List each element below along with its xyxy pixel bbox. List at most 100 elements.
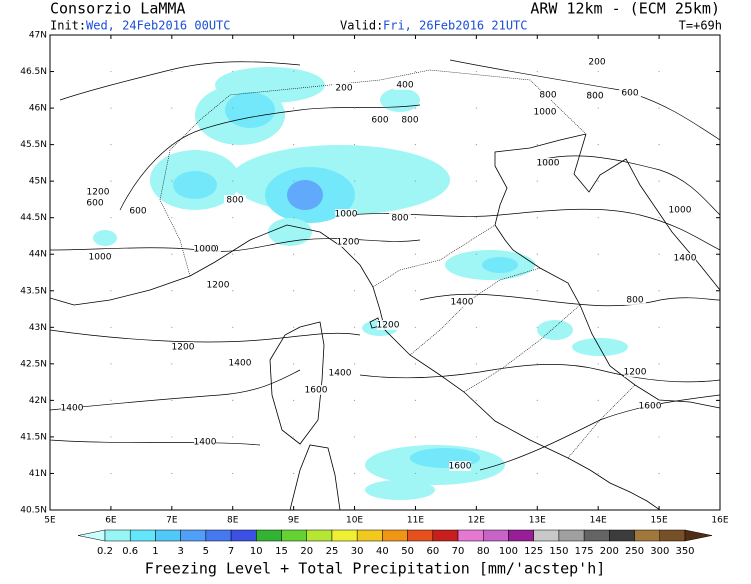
title: Consorzio LaMMA <box>50 0 185 18</box>
longitude-label: 7E <box>166 516 178 526</box>
grid-dot <box>658 399 660 401</box>
contour-label: 800 <box>226 196 243 206</box>
contour-label: 800 <box>539 91 556 101</box>
contour-label-bg <box>537 90 559 100</box>
latitude-label: 45.5N <box>20 140 47 150</box>
grid-dot <box>536 253 538 255</box>
colorbar-box <box>508 529 534 542</box>
colorbar-label: 20 <box>300 546 313 557</box>
valid-value: Fri, 26Feb2016 21UTC <box>383 19 528 33</box>
contour-label: 600 <box>86 199 103 209</box>
grid-dot <box>353 326 356 328</box>
contour-label: 1000 <box>89 253 112 263</box>
grid-dot <box>536 217 538 219</box>
grid-dot <box>536 180 538 182</box>
colorbar-label: 200 <box>600 546 619 557</box>
grid-dot <box>293 472 295 475</box>
colorbar-label: 300 <box>650 546 669 557</box>
contour-label-bg <box>377 320 399 330</box>
contour-label: 600 <box>129 207 146 217</box>
contour-label: 1000 <box>534 108 557 118</box>
contour-label: 1000 <box>335 210 358 220</box>
longitude-label: 8E <box>227 516 239 526</box>
grid-dot <box>658 107 660 109</box>
grid-dot <box>597 107 599 109</box>
longitude-label: 13E <box>529 516 546 526</box>
grid-dot <box>658 326 660 328</box>
grid-dot <box>171 290 173 292</box>
grid-dot <box>353 144 356 146</box>
contour-label: 1400 <box>194 438 217 448</box>
contour-label-bg <box>619 88 641 98</box>
colorbar-label: 30 <box>351 546 364 557</box>
colorbar-box <box>155 529 181 542</box>
colorbar-label: 60 <box>426 546 439 557</box>
grid-dot <box>232 326 234 328</box>
grid-dot <box>414 436 417 438</box>
colorbar-box <box>104 529 131 542</box>
grid-dot <box>597 217 599 219</box>
grid-dot <box>658 180 660 182</box>
grid-dot <box>597 326 599 328</box>
grid-dot <box>232 144 234 146</box>
grid-dot <box>597 472 599 475</box>
grid-dot <box>536 326 538 328</box>
grid-dot <box>293 399 295 401</box>
colorbar-box <box>609 529 635 542</box>
grid-dot <box>171 399 173 401</box>
contour-label-bg <box>674 253 696 263</box>
grid-dot <box>475 253 477 255</box>
contour-label: 200 <box>335 84 352 94</box>
contour-label: 1200 <box>624 368 647 378</box>
contour-label-bg <box>669 205 691 215</box>
colorbar-box <box>331 529 358 542</box>
valid-label: Valid: <box>340 19 383 33</box>
contour-label: 600 <box>371 116 388 126</box>
grid-dot <box>171 180 173 182</box>
grid-dot <box>232 107 234 109</box>
colorbar-label: 125 <box>524 546 543 557</box>
contour-label: 1400 <box>329 369 352 379</box>
contour-label-bg <box>224 195 246 205</box>
colorbar-label: 175 <box>575 546 594 557</box>
grid-dot <box>110 363 112 365</box>
grid-dot <box>658 363 660 365</box>
longitude-label: 14E <box>590 516 607 526</box>
contour-label-bg <box>87 187 109 197</box>
latitude-label: 42.5N <box>20 359 47 369</box>
contour-label-bg <box>639 401 661 411</box>
map-frame <box>49 34 721 511</box>
grid-dot <box>658 290 660 292</box>
grid-dot <box>414 290 417 292</box>
grid-dot <box>658 70 660 73</box>
grid-dot <box>353 399 356 401</box>
colorbar-box <box>457 529 484 542</box>
colorbar-label: 80 <box>477 546 490 557</box>
contour-label: 800 <box>626 296 643 306</box>
colorbar-box <box>306 529 333 542</box>
grid-dot <box>597 70 599 73</box>
colorbar-label: 250 <box>625 546 644 557</box>
colorbar-box <box>634 529 661 542</box>
contour-label-bg <box>624 367 646 377</box>
contour-label: 1400 <box>674 254 697 264</box>
grid-dot <box>171 144 173 146</box>
init-label: Init: <box>50 19 86 33</box>
contour-label: 1600 <box>305 386 328 396</box>
contour-label: 800 <box>401 116 418 126</box>
grid-dot <box>171 70 173 73</box>
longitude-label: 9E <box>288 516 300 526</box>
contour-label: 400 <box>396 81 413 91</box>
grid-dot <box>353 180 356 182</box>
latitude-label: 45N <box>29 177 47 187</box>
contour-label-bg <box>394 80 416 90</box>
contour-label: 1000 <box>669 206 692 216</box>
latitude-label: 41.5N <box>20 432 47 442</box>
latitude-label: 46N <box>29 104 47 114</box>
grid-dot <box>475 70 477 73</box>
grid-dot <box>536 399 538 401</box>
grid-dot <box>293 144 295 146</box>
colorbar-label: 15 <box>275 546 288 557</box>
footer: Freezing Level + Total Precipitation [mm… <box>145 560 606 578</box>
